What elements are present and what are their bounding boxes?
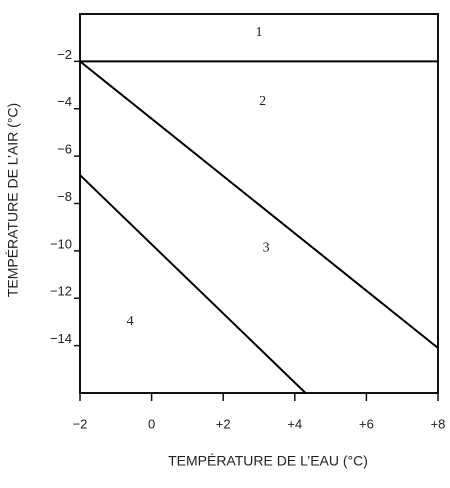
x-tick-label: +8 [431, 416, 446, 431]
region-label: 2 [259, 94, 266, 109]
y-tick-label: −6 [57, 142, 72, 157]
y-tick-label: −8 [57, 189, 72, 204]
x-axis-title: TEMPÉRATURE DE L’EAU (°C) [168, 453, 368, 469]
x-tick-label: +6 [359, 416, 374, 431]
y-tick-label: −10 [50, 236, 72, 251]
y-tick-label: −2 [57, 47, 72, 62]
y-axis-title: TEMPÉRATURE DE L’AIR (°C) [5, 103, 21, 297]
region-label: 4 [127, 314, 134, 329]
region-label: 1 [256, 25, 263, 40]
region-label: 3 [263, 241, 270, 256]
boundary-line [79, 60, 439, 349]
x-tick-label: −2 [73, 416, 88, 431]
x-tick-label: 0 [148, 416, 155, 431]
y-tick-label: −12 [50, 284, 72, 299]
y-tick-label: −14 [50, 331, 72, 346]
x-tick-label: +4 [287, 416, 302, 431]
y-tick-label: −4 [57, 94, 72, 109]
boundary-line [79, 174, 307, 394]
x-tick-label: +2 [216, 416, 231, 431]
